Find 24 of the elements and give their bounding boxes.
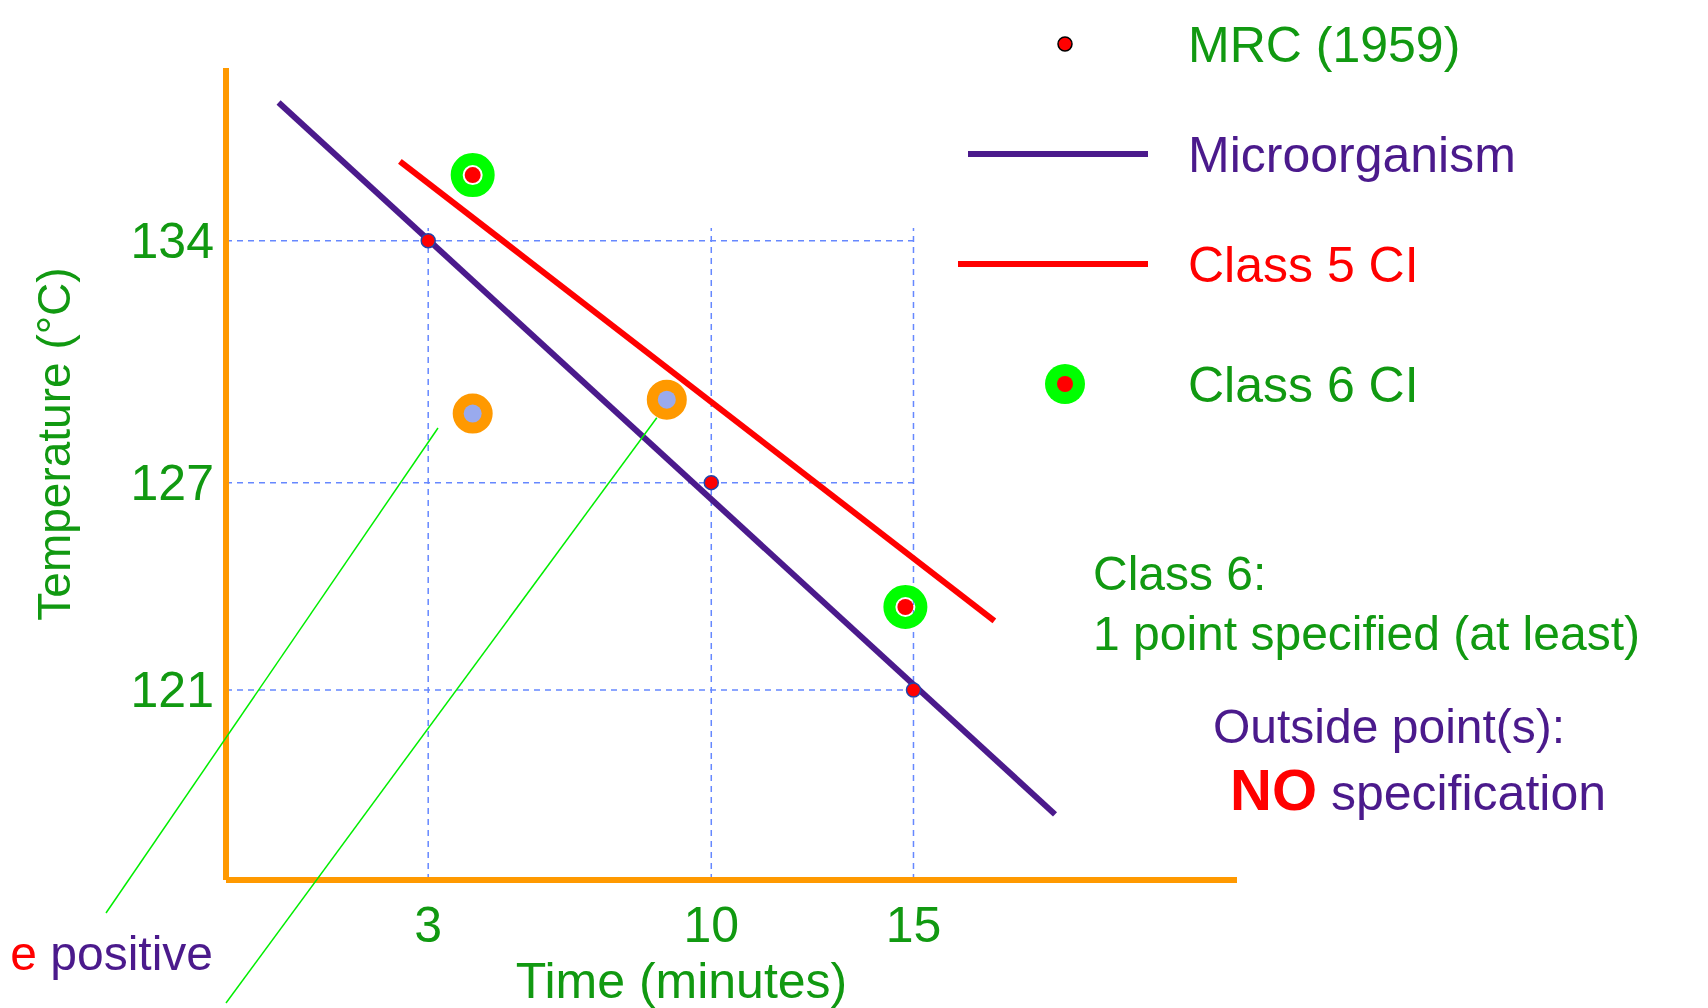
annotation: Class 6:: [1093, 547, 1267, 600]
point: [420, 233, 436, 249]
legend-label: Class 6 CI: [1188, 357, 1419, 413]
annotation: Outside point(s):: [1213, 700, 1566, 753]
y-tick-label: 127: [130, 454, 214, 511]
point: [703, 474, 720, 491]
text: e positive: [10, 927, 213, 980]
point: [452, 393, 493, 434]
x-tick-label: 10: [683, 897, 740, 953]
y-tick-label: 121: [130, 661, 214, 718]
point: [646, 379, 687, 420]
y-axis-title: Temperature (°C): [28, 267, 80, 621]
y-tick-label: 134: [130, 212, 214, 269]
x-tick-label: 3: [414, 897, 443, 953]
x-axis-title: Time (minutes): [515, 953, 848, 1008]
legend-label: MRC (1959): [1188, 17, 1461, 73]
legend-label: Microorganism: [1188, 127, 1516, 183]
point: [883, 585, 928, 630]
point: [450, 153, 495, 198]
annotation: NO specification: [1230, 757, 1607, 822]
annotation: 1 point specified (at least): [1093, 607, 1640, 660]
x-tick-label: 15: [885, 897, 942, 953]
point: [905, 682, 922, 698]
legend-label: Class 5 CI: [1188, 237, 1419, 293]
